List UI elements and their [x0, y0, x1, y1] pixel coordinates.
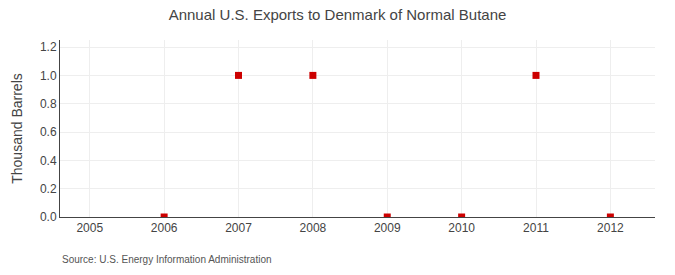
svg-text:1.0: 1.0: [40, 69, 57, 83]
svg-text:2006: 2006: [151, 221, 178, 235]
svg-text:2009: 2009: [374, 221, 401, 235]
svg-text:0.0: 0.0: [40, 210, 57, 224]
svg-text:0.4: 0.4: [40, 154, 57, 168]
svg-text:2012: 2012: [597, 221, 624, 235]
svg-text:2011: 2011: [523, 221, 549, 235]
svg-text:2010: 2010: [448, 221, 475, 235]
svg-text:Thousand Barrels: Thousand Barrels: [9, 73, 25, 184]
svg-text:2008: 2008: [300, 221, 327, 235]
svg-text:0.8: 0.8: [40, 97, 57, 111]
svg-text:1.2: 1.2: [40, 40, 57, 54]
svg-text:0.6: 0.6: [40, 125, 57, 139]
svg-text:0.2: 0.2: [40, 182, 57, 196]
svg-text:Annual U.S. Exports to Denmark: Annual U.S. Exports to Denmark of Normal…: [169, 6, 507, 23]
svg-text:2007: 2007: [225, 221, 252, 235]
svg-text:Source: U.S. Energy Informatio: Source: U.S. Energy Information Administ…: [62, 254, 272, 265]
svg-text:2005: 2005: [76, 221, 103, 235]
